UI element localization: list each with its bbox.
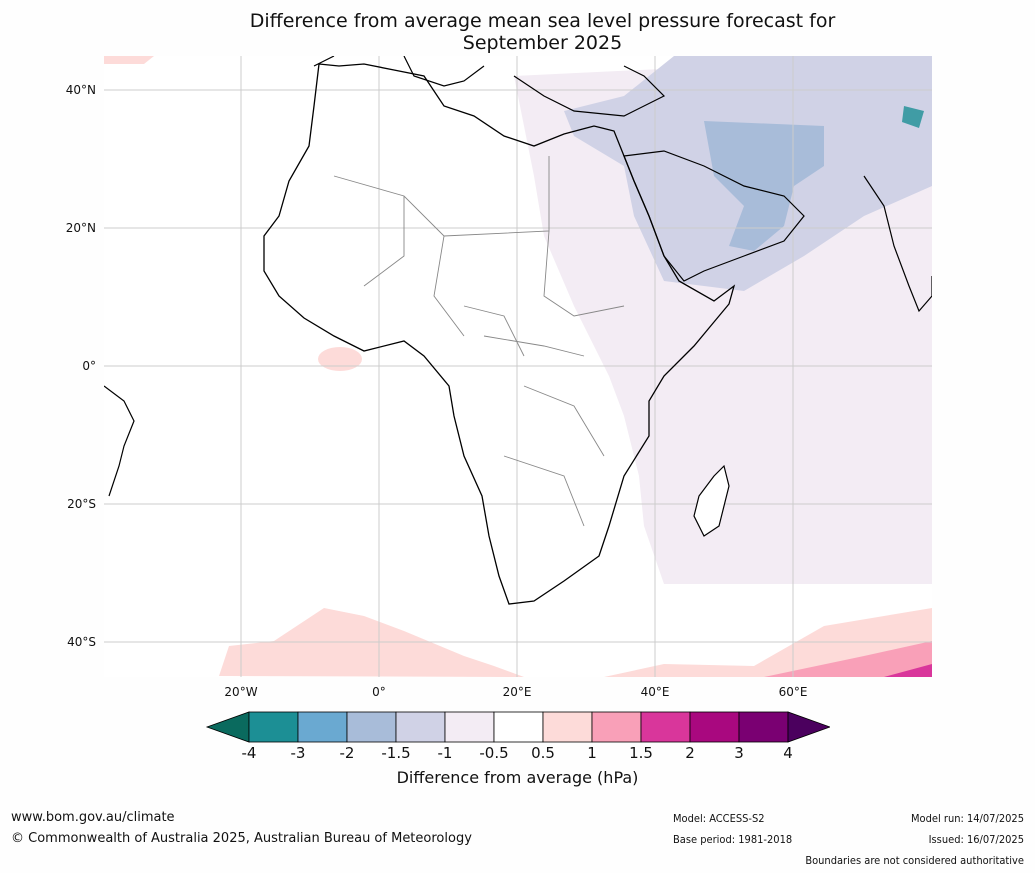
colorbar-segment — [346, 711, 397, 743]
title-line-2: September 2025 — [462, 32, 623, 54]
colorbar-tick-label: 1.5 — [629, 744, 653, 762]
lon-label-40e: 40°E — [640, 685, 670, 699]
title-line-1: Difference from average mean sea level p… — [249, 10, 836, 32]
lon-label-0: 0° — [372, 685, 386, 699]
colorbar-segment — [297, 711, 348, 743]
lat-label-40s: 40°S — [67, 635, 96, 649]
footer-url: www.bom.gov.au/climate — [11, 810, 175, 825]
colorbar-tick-label: 3 — [734, 744, 744, 762]
lat-label-20n: 20°N — [65, 221, 96, 235]
lon-label-20w: 20°W — [224, 685, 258, 699]
anomaly-region-plus-0-5-atlantic — [318, 347, 362, 371]
lat-label-20s: 20°S — [67, 497, 96, 511]
pressure-anomaly-map — [104, 56, 932, 677]
anomaly-region-plus-1-5 — [884, 664, 932, 677]
map-title: Difference from average mean sea level p… — [0, 10, 1035, 54]
anomaly-region-minus-1-5 — [704, 121, 824, 251]
colorbar-tick-label: -3 — [290, 744, 306, 762]
colorbar-tick-label: -1.5 — [381, 744, 411, 762]
africa-coastline — [263, 63, 736, 605]
colorbar-segment — [591, 711, 642, 743]
colorbar-extend-low — [205, 711, 250, 743]
anomaly-region-plus-1 — [764, 641, 932, 677]
colorbar-tick-label: -2 — [339, 744, 355, 762]
footer-model-run: Model run: 14/07/2025 — [911, 812, 1024, 825]
colorbar-tick-label: 4 — [783, 744, 793, 762]
footer-issued: Issued: 16/07/2025 — [928, 833, 1024, 846]
south-america-coastline — [104, 385, 135, 497]
colorbar-tick-label: 0.5 — [531, 744, 555, 762]
footer-copyright: © Commonwealth of Australia 2025, Austra… — [11, 831, 472, 846]
colorbar-tick-label: -4 — [241, 744, 257, 762]
colorbar-extend-high — [787, 711, 830, 743]
anomaly-region-minus-2 — [902, 106, 924, 128]
europe-coastline — [313, 56, 666, 117]
colorbar-segment — [444, 711, 495, 743]
lat-label-40n: 40°N — [65, 83, 96, 97]
lon-label-60e: 60°E — [778, 685, 808, 699]
india-coastline — [863, 175, 932, 313]
footer-disclaimer: Boundaries are not considered authoritat… — [805, 854, 1024, 867]
colorbar-tick-label: 1 — [587, 744, 597, 762]
colorbar-tick-label: -0.5 — [479, 744, 509, 762]
colorbar-segment — [640, 711, 691, 743]
colorbar-segment — [395, 711, 446, 743]
graticule — [104, 56, 932, 677]
anomaly-region-plus-0-5-north — [104, 56, 154, 64]
country-borders — [333, 156, 625, 527]
colorbar — [205, 711, 830, 743]
colorbar-segment — [542, 711, 593, 743]
lat-label-0: 0° — [82, 359, 96, 373]
colorbar-label: Difference from average (hPa) — [396, 768, 639, 787]
colorbar-segment — [738, 711, 789, 743]
arabia-coastline — [623, 150, 805, 282]
lon-label-20e: 20°E — [502, 685, 532, 699]
colorbar-tick-label: 2 — [685, 744, 695, 762]
madagascar-coastline — [693, 464, 730, 537]
colorbar-segment — [689, 711, 740, 743]
footer-base-period: Base period: 1981-2018 — [673, 833, 793, 846]
footer-model: Model: ACCESS-S2 — [673, 812, 765, 825]
colorbar-tick-label: -1 — [437, 744, 453, 762]
colorbar-segment — [493, 711, 544, 743]
colorbar-segment — [248, 711, 299, 743]
